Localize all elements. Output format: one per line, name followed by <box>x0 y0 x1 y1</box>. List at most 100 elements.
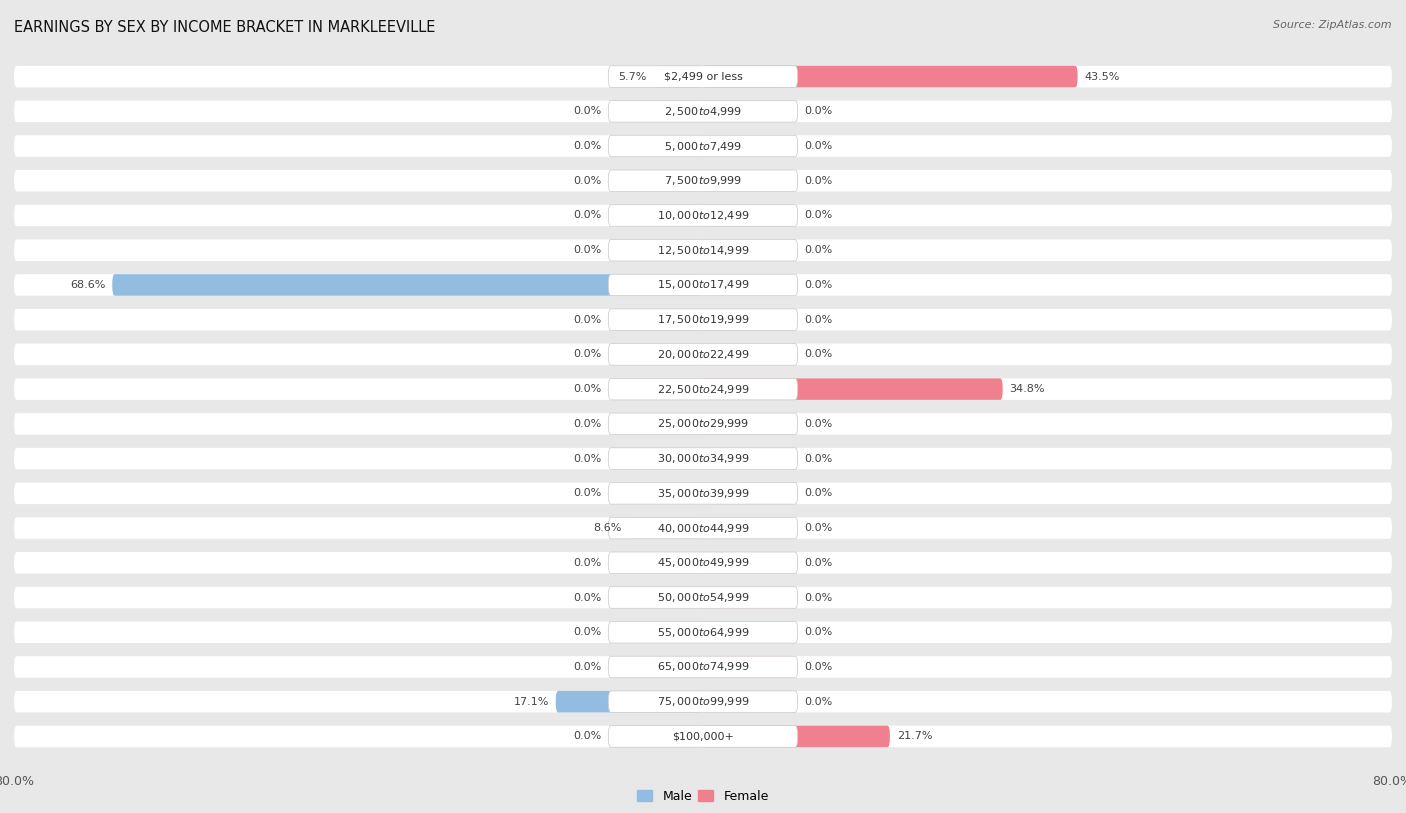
FancyBboxPatch shape <box>703 378 1002 400</box>
FancyBboxPatch shape <box>703 309 797 330</box>
Text: 68.6%: 68.6% <box>70 280 105 290</box>
Text: $50,000 to $54,999: $50,000 to $54,999 <box>657 591 749 604</box>
FancyBboxPatch shape <box>14 413 1392 435</box>
Text: 0.0%: 0.0% <box>804 107 832 116</box>
FancyBboxPatch shape <box>609 66 797 87</box>
FancyBboxPatch shape <box>703 552 797 573</box>
FancyBboxPatch shape <box>14 344 1392 365</box>
Text: 0.0%: 0.0% <box>574 246 602 255</box>
Text: 0.0%: 0.0% <box>804 558 832 567</box>
FancyBboxPatch shape <box>703 517 797 539</box>
FancyBboxPatch shape <box>555 691 703 712</box>
FancyBboxPatch shape <box>14 170 1392 192</box>
Text: 0.0%: 0.0% <box>804 280 832 290</box>
FancyBboxPatch shape <box>609 552 797 573</box>
Text: 34.8%: 34.8% <box>1010 384 1045 394</box>
Text: 0.0%: 0.0% <box>574 732 602 741</box>
FancyBboxPatch shape <box>703 621 797 643</box>
Text: $22,500 to $24,999: $22,500 to $24,999 <box>657 383 749 396</box>
Text: $17,500 to $19,999: $17,500 to $19,999 <box>657 313 749 326</box>
Text: $55,000 to $64,999: $55,000 to $64,999 <box>657 626 749 639</box>
FancyBboxPatch shape <box>609 101 703 122</box>
Text: 0.0%: 0.0% <box>574 489 602 498</box>
Text: 0.0%: 0.0% <box>804 176 832 185</box>
Text: 0.0%: 0.0% <box>574 141 602 151</box>
FancyBboxPatch shape <box>609 135 703 157</box>
FancyBboxPatch shape <box>609 344 797 365</box>
FancyBboxPatch shape <box>609 656 703 678</box>
FancyBboxPatch shape <box>609 413 703 435</box>
FancyBboxPatch shape <box>703 726 890 747</box>
FancyBboxPatch shape <box>703 656 797 678</box>
FancyBboxPatch shape <box>609 726 797 747</box>
FancyBboxPatch shape <box>703 135 797 157</box>
FancyBboxPatch shape <box>609 587 797 608</box>
FancyBboxPatch shape <box>609 587 703 608</box>
Text: 0.0%: 0.0% <box>804 662 832 672</box>
FancyBboxPatch shape <box>14 483 1392 504</box>
FancyBboxPatch shape <box>14 240 1392 261</box>
FancyBboxPatch shape <box>609 274 797 296</box>
FancyBboxPatch shape <box>14 656 1392 678</box>
Text: 0.0%: 0.0% <box>804 315 832 324</box>
FancyBboxPatch shape <box>609 135 797 157</box>
Text: 43.5%: 43.5% <box>1084 72 1119 81</box>
FancyBboxPatch shape <box>14 274 1392 296</box>
FancyBboxPatch shape <box>609 621 703 643</box>
Text: $100,000+: $100,000+ <box>672 732 734 741</box>
FancyBboxPatch shape <box>609 205 797 226</box>
Text: 0.0%: 0.0% <box>804 628 832 637</box>
FancyBboxPatch shape <box>609 240 703 261</box>
FancyBboxPatch shape <box>609 66 703 87</box>
FancyBboxPatch shape <box>609 621 797 643</box>
Text: $2,500 to $4,999: $2,500 to $4,999 <box>664 105 742 118</box>
FancyBboxPatch shape <box>14 448 1392 469</box>
FancyBboxPatch shape <box>609 656 797 678</box>
Text: $15,000 to $17,499: $15,000 to $17,499 <box>657 278 749 291</box>
FancyBboxPatch shape <box>609 483 703 504</box>
FancyBboxPatch shape <box>703 240 797 261</box>
Text: 0.0%: 0.0% <box>574 454 602 463</box>
FancyBboxPatch shape <box>703 726 797 747</box>
FancyBboxPatch shape <box>14 205 1392 226</box>
FancyBboxPatch shape <box>609 483 797 504</box>
FancyBboxPatch shape <box>609 517 797 539</box>
Text: EARNINGS BY SEX BY INCOME BRACKET IN MARKLEEVILLE: EARNINGS BY SEX BY INCOME BRACKET IN MAR… <box>14 20 436 35</box>
FancyBboxPatch shape <box>609 517 703 539</box>
FancyBboxPatch shape <box>14 726 1392 747</box>
Text: 0.0%: 0.0% <box>574 419 602 429</box>
Text: 0.0%: 0.0% <box>574 558 602 567</box>
Text: 0.0%: 0.0% <box>804 523 832 533</box>
Text: 0.0%: 0.0% <box>804 697 832 706</box>
Text: 0.0%: 0.0% <box>804 489 832 498</box>
Text: 21.7%: 21.7% <box>897 732 932 741</box>
Text: $2,499 or less: $2,499 or less <box>664 72 742 81</box>
FancyBboxPatch shape <box>703 413 797 435</box>
FancyBboxPatch shape <box>14 66 1392 87</box>
FancyBboxPatch shape <box>628 517 703 539</box>
FancyBboxPatch shape <box>14 691 1392 712</box>
Text: 17.1%: 17.1% <box>513 697 548 706</box>
FancyBboxPatch shape <box>14 621 1392 643</box>
Text: $35,000 to $39,999: $35,000 to $39,999 <box>657 487 749 500</box>
Text: $25,000 to $29,999: $25,000 to $29,999 <box>657 417 749 430</box>
Text: 0.0%: 0.0% <box>574 315 602 324</box>
Text: 0.0%: 0.0% <box>804 419 832 429</box>
FancyBboxPatch shape <box>14 135 1392 157</box>
Text: 0.0%: 0.0% <box>574 176 602 185</box>
FancyBboxPatch shape <box>609 205 703 226</box>
FancyBboxPatch shape <box>14 587 1392 608</box>
FancyBboxPatch shape <box>609 448 797 469</box>
FancyBboxPatch shape <box>609 691 797 712</box>
Text: 0.0%: 0.0% <box>574 211 602 220</box>
Text: 0.0%: 0.0% <box>804 454 832 463</box>
Text: $75,000 to $99,999: $75,000 to $99,999 <box>657 695 749 708</box>
FancyBboxPatch shape <box>703 66 1077 87</box>
FancyBboxPatch shape <box>703 691 797 712</box>
Text: 0.0%: 0.0% <box>804 211 832 220</box>
FancyBboxPatch shape <box>609 691 703 712</box>
Text: 0.0%: 0.0% <box>804 141 832 151</box>
FancyBboxPatch shape <box>703 170 797 192</box>
FancyBboxPatch shape <box>703 274 797 296</box>
Text: $30,000 to $34,999: $30,000 to $34,999 <box>657 452 749 465</box>
